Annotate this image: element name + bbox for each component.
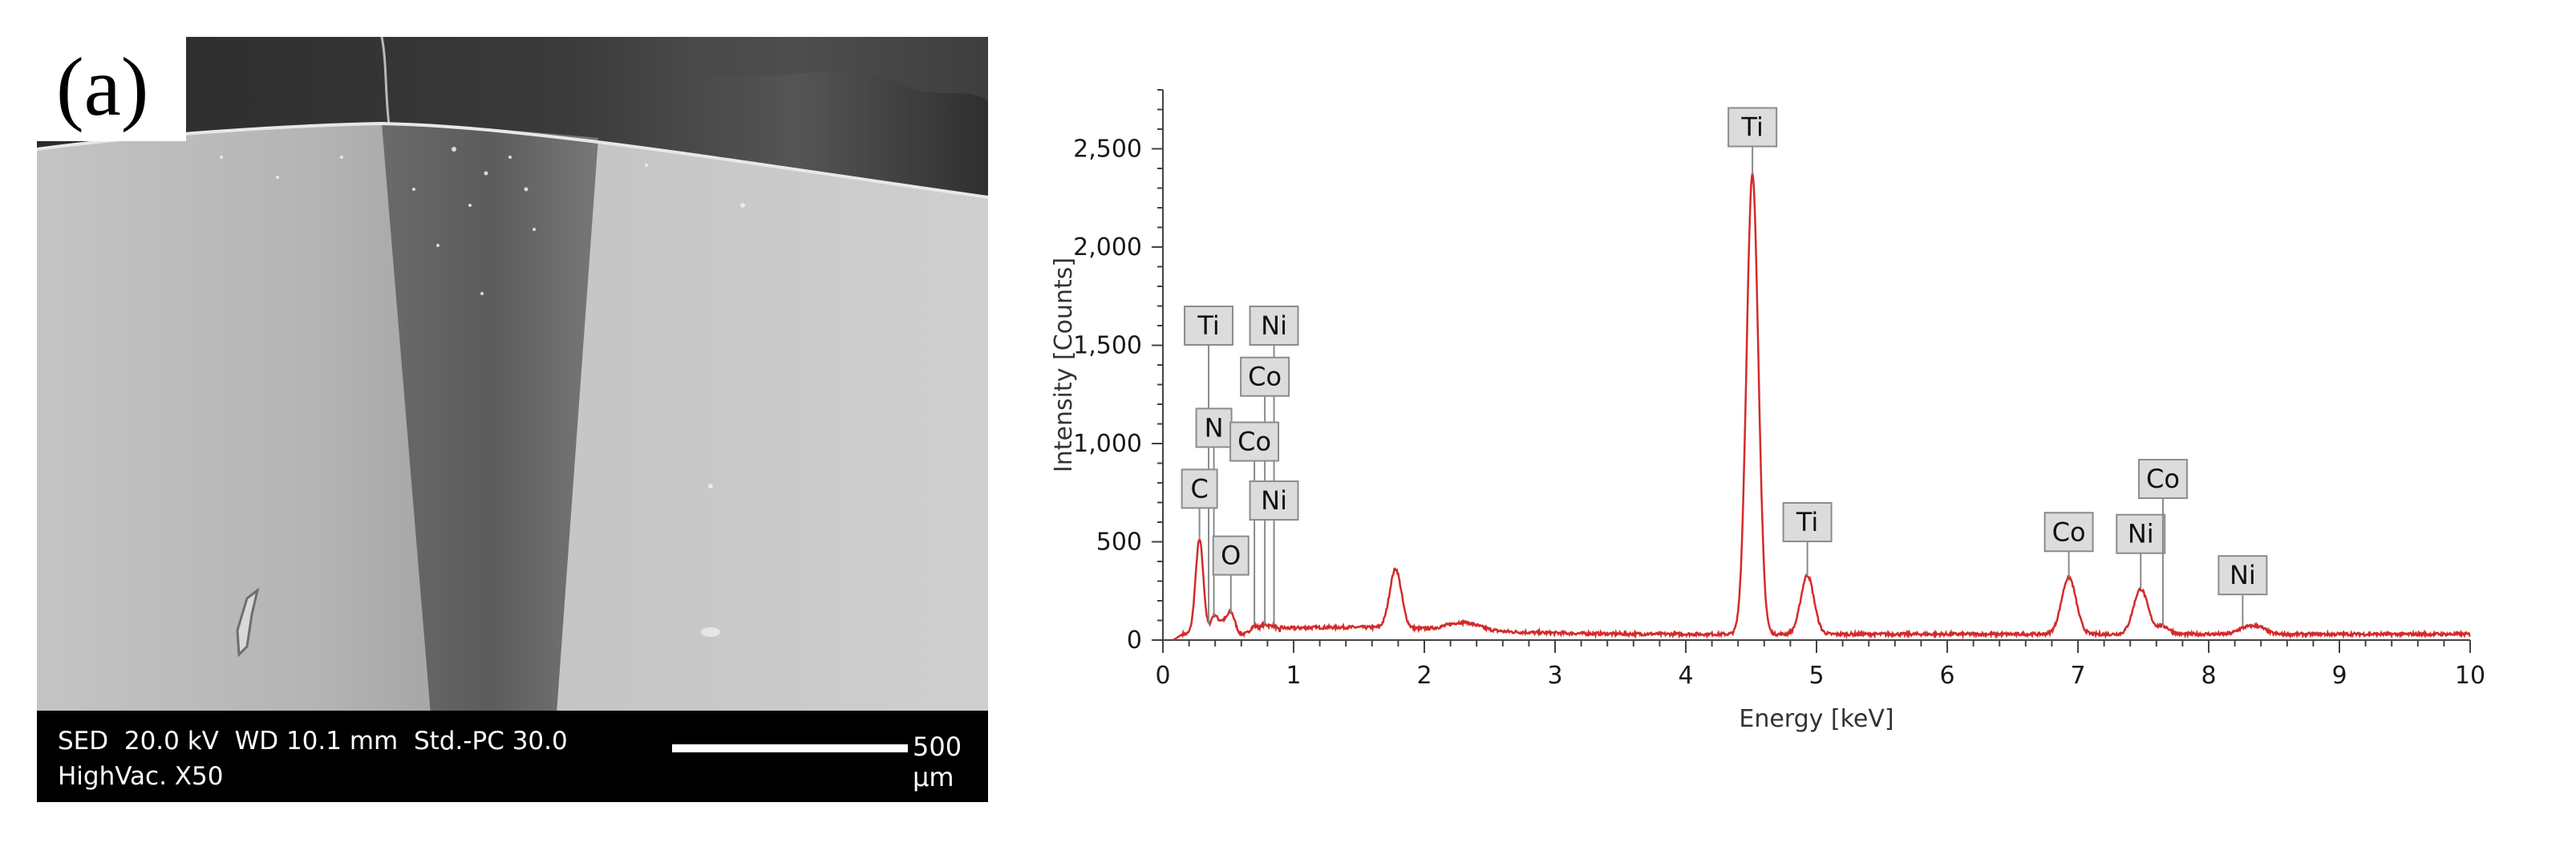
- peak-label: C: [1181, 468, 1218, 541]
- peak-label-box: [1181, 468, 1218, 509]
- peak-label-box: [1229, 421, 1280, 462]
- peak-label-box: [2218, 555, 2268, 596]
- peak-annotations: Ti NC Ni Co Co Ni O Ti Ti Co Ni Co Ni: [1181, 107, 2268, 626]
- peak-label-box: [2137, 459, 2188, 500]
- peak-label-box: [1782, 502, 1833, 542]
- scale-bar-label: 500 µm: [913, 732, 962, 792]
- y-tick-label: 2,500: [1073, 136, 1142, 164]
- sem-image-panel: (a) SED 20.0 kV WD 10.1 mm Std.-PC 30.0 …: [37, 37, 988, 802]
- peak-label-text: C: [1190, 473, 1208, 504]
- x-tick-label: 8: [2201, 662, 2216, 690]
- peak-label: Ni: [1249, 306, 1299, 625]
- eds-spectrum-chart: 0 500 1,000 1,500 2,000 2,500 0 1 2 3 4 5 6 7 8 9 10 Ti…: [1050, 89, 2485, 733]
- peak-label-text: Ti: [1740, 112, 1763, 143]
- spectrum-series-line: [1173, 172, 2471, 642]
- peak-label-box: [1249, 480, 1299, 521]
- y-tick-label: 1,000: [1073, 430, 1142, 458]
- x-tick-label: 2: [1416, 662, 1432, 690]
- peak-label-text: Ni: [2230, 560, 2256, 590]
- y-tick-label: 0: [1127, 626, 1142, 654]
- peak-label-text: Ni: [1261, 310, 1287, 341]
- peak-label: Ni: [2116, 513, 2166, 590]
- sem-info-line-2: HighVac. X50: [58, 762, 224, 791]
- peak-label: Ti: [1184, 306, 1234, 625]
- peak-label-box: [2116, 513, 2166, 554]
- peak-label-box: [2043, 512, 2094, 553]
- x-tick-label: 0: [1155, 662, 1170, 690]
- peak-label: Co: [1229, 421, 1280, 625]
- peak-label: Co: [2043, 512, 2094, 578]
- x-axis-title: Energy [keV]: [1739, 705, 1894, 733]
- peak-label-text: Co: [1237, 427, 1271, 457]
- x-tick-label: 1: [1286, 662, 1301, 690]
- x-tick-label: 5: [1808, 662, 1824, 690]
- peak-label: Ni: [1249, 480, 1299, 625]
- x-tick-label: 9: [2331, 662, 2347, 690]
- y-tick-label: 1,500: [1073, 332, 1142, 360]
- peak-label-box: [1212, 535, 1250, 576]
- peak-label-text: N: [1205, 412, 1224, 443]
- peak-label: N: [1195, 407, 1233, 617]
- panel-label-box: (a): [37, 37, 186, 141]
- peak-label-text: Co: [2146, 464, 2180, 494]
- peak-label-text: Co: [2052, 517, 2086, 547]
- peak-label-box: [1727, 107, 1778, 148]
- y-axis-title: Intensity [Counts]: [1050, 257, 1078, 472]
- x-tick-label: 6: [1939, 662, 1954, 690]
- peak-label-text: Ti: [1796, 507, 1818, 537]
- peak-label-text: Co: [1248, 362, 1282, 392]
- y-tick-label: 2,000: [1073, 233, 1142, 261]
- peak-label: Co: [2137, 459, 2188, 626]
- peak-label: O: [1212, 535, 1250, 613]
- sem-info-bar: SED 20.0 kV WD 10.1 mm Std.-PC 30.0 High…: [37, 711, 988, 802]
- x-tick-label: 4: [1678, 662, 1693, 690]
- panel-label: (a): [56, 41, 149, 133]
- peak-label-box: [1184, 306, 1234, 346]
- peak-label: Ti: [1782, 502, 1833, 576]
- peak-label-text: O: [1221, 541, 1241, 571]
- peak-label-text: Ti: [1197, 310, 1219, 341]
- x-tick-label: 3: [1547, 662, 1562, 690]
- peak-label: Ni: [2218, 555, 2268, 626]
- y-tick-label: 500: [1096, 529, 1142, 557]
- peak-label: Ti: [1727, 107, 1778, 175]
- sem-info-line-1: SED 20.0 kV WD 10.1 mm Std.-PC 30.0: [58, 727, 568, 756]
- sem-micrograph: [37, 37, 988, 802]
- peak-label-box: [1240, 356, 1290, 397]
- peak-label-box: [1249, 306, 1299, 346]
- peak-label-text: Ni: [2128, 519, 2154, 549]
- x-axis: 0 1 2 3 4 5 6 7 8 9 10: [1155, 639, 2485, 690]
- x-tick-label: 7: [2070, 662, 2085, 690]
- peak-label-text: Ni: [1261, 485, 1287, 516]
- y-axis: 0 500 1,000 1,500 2,000 2,500: [1073, 89, 1164, 654]
- x-tick-label: 10: [2455, 662, 2485, 690]
- scale-bar: [672, 744, 908, 752]
